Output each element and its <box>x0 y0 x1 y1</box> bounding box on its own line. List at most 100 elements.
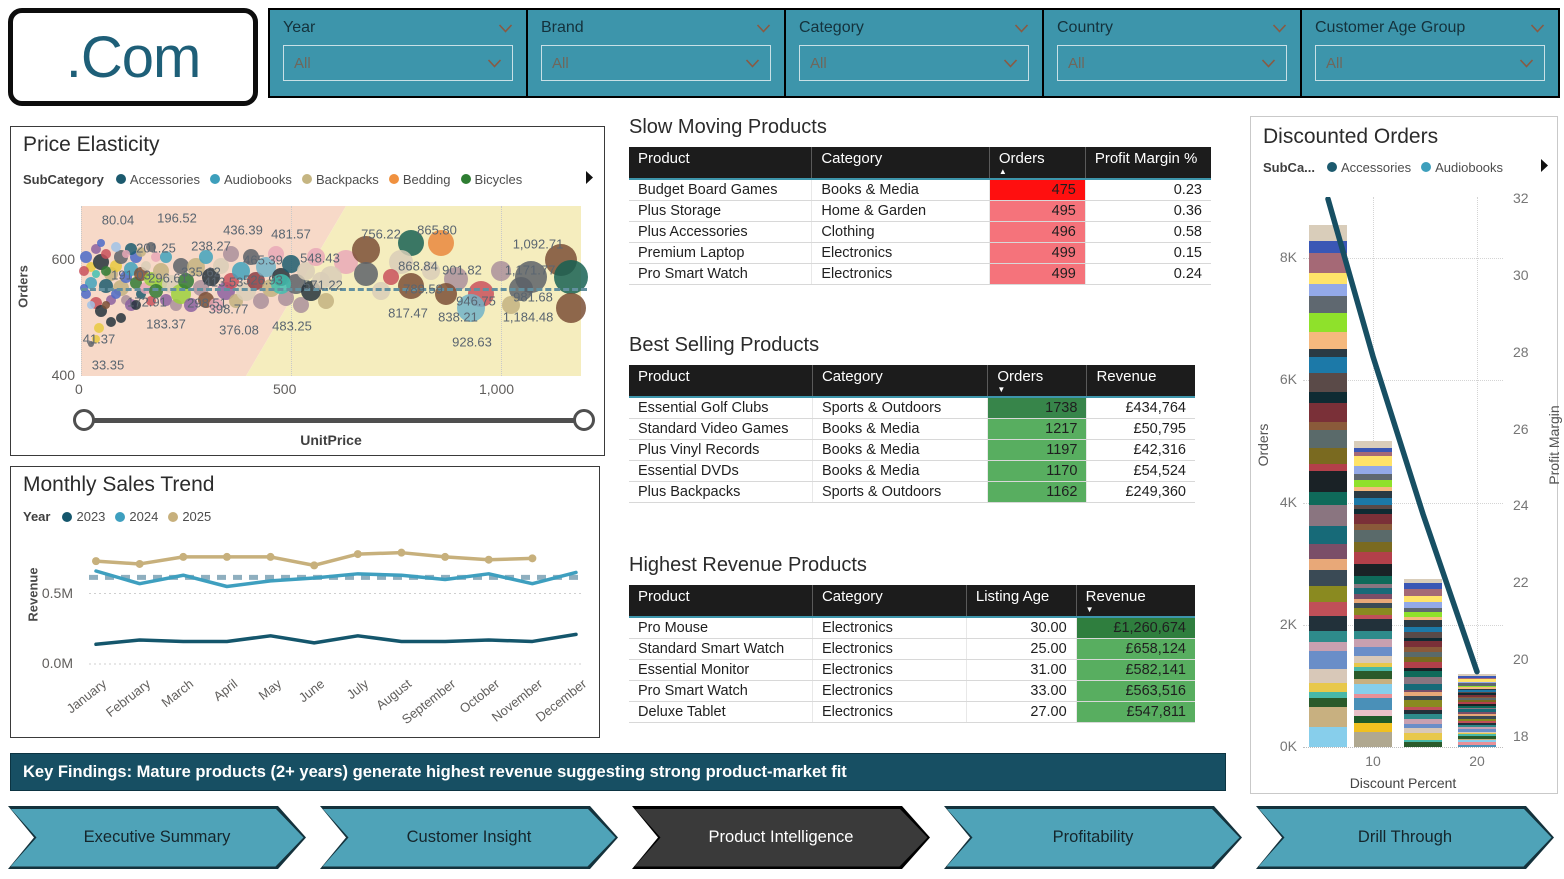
legend-item-2023[interactable]: 2023 <box>62 509 105 524</box>
nav-arrow-executive-summary[interactable]: Executive Summary <box>8 806 306 869</box>
table-cell: 0.23 <box>1173 181 1202 198</box>
bar-segment <box>1354 542 1392 553</box>
discount-x-tick: 10 <box>1365 753 1381 769</box>
legend-item-audiobooks[interactable]: Audiobooks <box>1421 160 1503 175</box>
bar-segment <box>1354 722 1392 733</box>
unitprice-slider-handle-max[interactable] <box>573 409 595 431</box>
legend-item-2025[interactable]: 2025 <box>168 509 211 524</box>
chevron-down-icon[interactable] <box>1272 23 1287 33</box>
bar-segment <box>1309 356 1347 373</box>
legend-item-bicycles[interactable]: Bicycles <box>460 172 522 187</box>
bar-segment <box>1404 601 1442 609</box>
column-header-revenue[interactable]: Revenue <box>1087 365 1195 396</box>
slicer-dropdown-year[interactable]: All <box>283 45 513 81</box>
legend-item-2024[interactable]: 2024 <box>115 509 158 524</box>
scatter-bubble <box>556 293 586 323</box>
legend-item-accessories[interactable]: Accessories <box>1327 160 1411 175</box>
bar-segment <box>1404 683 1442 691</box>
slicer-category: Category All <box>784 8 1044 98</box>
column-header-profit-margin-[interactable]: Profit Margin % <box>1086 147 1211 178</box>
table-cell: Essential Monitor <box>629 660 813 680</box>
slicer-dropdown-brand[interactable]: All <box>541 45 771 81</box>
bar-segment <box>1458 693 1496 695</box>
trend-x-label: May <box>255 676 284 703</box>
column-header-revenue[interactable]: Revenue ▼ <box>1077 585 1195 616</box>
sort-ascending-icon: ▲ <box>998 167 1007 176</box>
nav-arrow-fill: Drill Through <box>1259 809 1552 867</box>
bar-segment <box>1354 455 1392 466</box>
slicer-dropdown-customer-age-group[interactable]: All <box>1315 45 1545 81</box>
nav-arrow-fill: Customer Insight <box>323 809 616 867</box>
legend-scroll-right-icon[interactable] <box>585 171 594 187</box>
unitprice-slider-handle-min[interactable] <box>73 409 95 431</box>
bar-segment <box>1458 673 1496 676</box>
nav-arrow-product-intelligence[interactable]: Product Intelligence <box>632 806 930 869</box>
column-header-product[interactable]: Product <box>629 147 813 178</box>
nav-arrow-customer-insight[interactable]: Customer Insight <box>320 806 618 869</box>
chevron-down-icon[interactable] <box>1014 23 1029 33</box>
scatter-bubble <box>106 294 116 305</box>
scatter-bubble <box>146 296 156 307</box>
table-cell: Pro Mouse <box>629 618 813 638</box>
column-header-category[interactable]: Category <box>812 147 990 178</box>
bar-segment <box>1458 677 1496 680</box>
scatter-bubble <box>354 262 378 286</box>
column-header-product[interactable]: Product <box>629 585 813 616</box>
scatter-bubble <box>372 282 390 300</box>
nav-arrow-profitability[interactable]: Profitability <box>944 806 1242 869</box>
trend-x-label: April <box>210 676 241 704</box>
slow-moving-products-table: Product Category Orders ▲ Profit Margin % Bud… <box>629 147 1211 285</box>
legend-item-backpacks[interactable]: Backpacks <box>301 172 379 187</box>
bar-segment <box>1354 646 1392 657</box>
table-cell: Standard Video Games <box>629 419 813 439</box>
bar-segment <box>1309 272 1347 284</box>
column-header-listing-age[interactable]: Listing Age <box>967 585 1077 616</box>
table-row: Plus Accessories Clothing 496 0.58 <box>629 222 1211 243</box>
trend-y-tick-05m: 0.5M <box>41 584 73 601</box>
discount-x-axis-title: Discount Percent <box>1349 775 1457 791</box>
trend-plot <box>81 536 591 668</box>
bar-segment <box>1458 718 1496 721</box>
bar-segment <box>1309 630 1347 642</box>
bar-segment <box>1404 733 1442 740</box>
chevron-down-icon[interactable] <box>1530 23 1545 33</box>
bar-segment <box>1458 735 1496 739</box>
bar-segment <box>1404 742 1442 747</box>
legend-scroll-right-icon[interactable] <box>1540 159 1549 175</box>
bar-segment <box>1404 714 1442 720</box>
scatter-bubble <box>253 293 269 310</box>
legend-item-audiobooks[interactable]: Audiobooks <box>209 172 292 187</box>
legend-item-bedding[interactable]: Bedding <box>388 172 451 187</box>
scatter-bubble <box>457 294 485 322</box>
scatter-bubble <box>232 261 250 280</box>
scatter-bubble <box>101 265 111 276</box>
nav-arrow-drill-through[interactable]: Drill Through <box>1256 806 1554 869</box>
bar-segment <box>1309 682 1347 692</box>
tables-column: Slow Moving Products Product Category Orde… <box>629 116 1213 736</box>
discount-right-tick: 22 <box>1513 574 1529 591</box>
bar-segment <box>1458 700 1496 703</box>
slicer-dropdown-category[interactable]: All <box>799 45 1029 81</box>
discount-right-tick: 32 <box>1513 190 1529 206</box>
scatter-bubble <box>91 243 101 254</box>
price-x-tick-1000: 1,000 <box>479 381 515 397</box>
table-row: Standard Smart Watch Electronics 25.00 £658… <box>629 639 1195 660</box>
chevron-down-icon[interactable] <box>756 23 771 33</box>
slicer-dropdown-country[interactable]: All <box>1057 45 1287 81</box>
slicer-label: Category <box>799 19 864 36</box>
bar-segment <box>1354 709 1392 717</box>
column-header-orders[interactable]: Orders ▼ <box>988 365 1088 396</box>
discount-x-tick: 20 <box>1469 753 1485 769</box>
column-header-category[interactable]: Category <box>813 585 967 616</box>
table-cell: Deluxe Tablet <box>629 702 813 722</box>
price-y-tick-400: 400 <box>51 367 75 383</box>
bar-segment <box>1404 727 1442 734</box>
legend-item-accessories[interactable]: Accessories <box>115 172 200 187</box>
trend-legend: Year 2023 2024 2025 <box>23 509 589 524</box>
column-header-product[interactable]: Product <box>629 365 813 396</box>
column-header-category[interactable]: Category <box>813 365 989 396</box>
chevron-down-icon[interactable] <box>498 23 513 33</box>
price-x-tick-0: 0 <box>75 381 83 397</box>
column-header-orders[interactable]: Orders ▲ <box>990 147 1086 178</box>
scatter-bubble <box>102 300 110 309</box>
